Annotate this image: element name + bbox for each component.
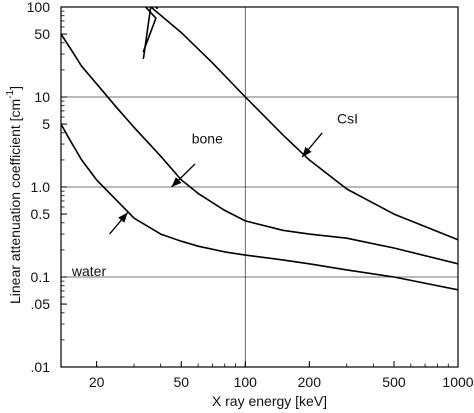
- series-line-csi: [142, 7, 157, 53]
- y-tick-label: 0.1: [31, 269, 51, 285]
- y-tick-label: 5: [42, 116, 50, 132]
- series-line-bone: [61, 33, 458, 265]
- y-axis-label-main: Linear attenuation coefficient [cm: [7, 99, 23, 304]
- y-tick-label: 0.5: [31, 206, 51, 222]
- series-line-csi: [142, 7, 152, 60]
- axis-ticks: 20 50 100 200 500 1000 .01 .05 0.1 0.5 1.0 5 10 50 100: [27, 0, 474, 390]
- series-line-water: [61, 123, 458, 291]
- annotation-arrow-head: [302, 146, 312, 158]
- y-tick-label: 10: [34, 89, 50, 105]
- series-line-csi: [150, 7, 458, 241]
- annotations: water bone CsI N: [71, 0, 358, 279]
- y-tick-label: .01: [31, 359, 51, 375]
- x-tick-label: 50: [173, 374, 189, 390]
- y-tick-label: 100: [27, 0, 51, 15]
- series-label-water: water: [71, 263, 107, 279]
- grid-lines: [61, 6, 458, 367]
- x-tick-label: 200: [298, 374, 322, 390]
- series-lines: [61, 7, 458, 291]
- y-axis-label: Linear attenuation coefficient [cm-1]: [5, 86, 23, 304]
- x-tick-label: 100: [234, 374, 258, 390]
- series-label-csi: CsI: [337, 110, 358, 126]
- y-tick-label: 50: [34, 26, 50, 42]
- y-tick-label: 1.0: [31, 179, 51, 195]
- x-axis-label: X ray energy [keV]: [212, 393, 327, 409]
- annotation-arrow-head: [118, 212, 128, 223]
- annotation-arrow-head: [171, 177, 182, 187]
- y-axis-label-suffix: ]: [7, 86, 23, 90]
- x-tick-label: 20: [89, 374, 105, 390]
- series-label-n: N: [149, 0, 159, 12]
- x-tick-label: 1000: [442, 374, 473, 390]
- series-label-bone: bone: [192, 130, 223, 146]
- x-tick-label: 500: [382, 374, 406, 390]
- series-group: [61, 7, 458, 291]
- y-axis-label-superscript: -1: [5, 89, 16, 98]
- y-tick-label: .05: [31, 296, 51, 312]
